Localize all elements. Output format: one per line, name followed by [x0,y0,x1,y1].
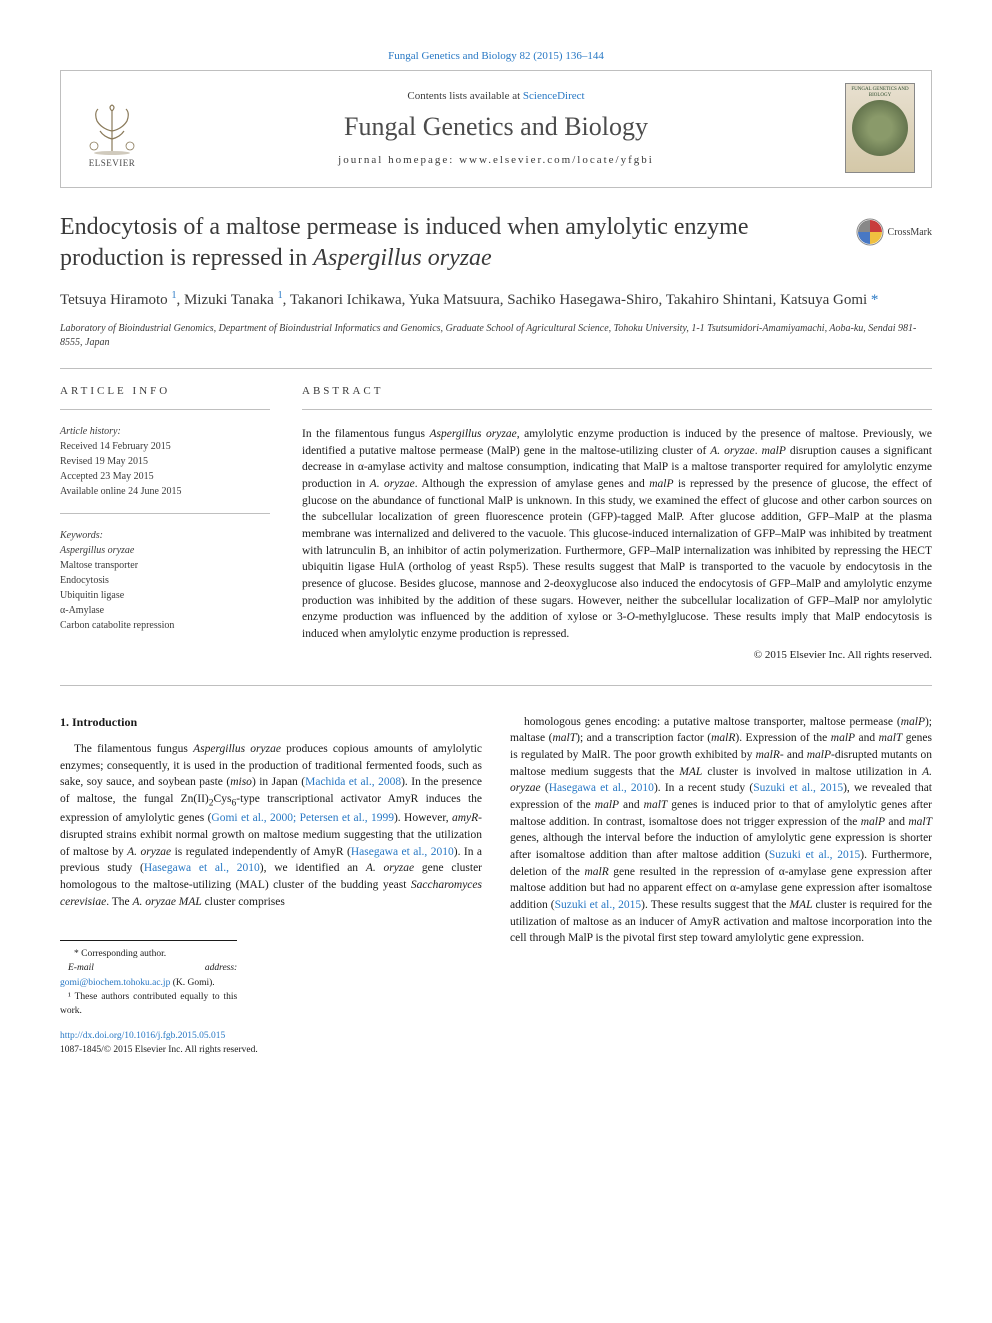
elsevier-logo: ELSEVIER [77,88,147,168]
article-info-label: article info [60,385,270,397]
crossmark-icon [856,218,884,246]
intro-para-2: homologous genes encoding: a putative ma… [510,714,932,947]
journal-cover: FUNGAL GENETICS AND BIOLOGY [845,83,915,173]
keywords-text: Aspergillus oryzaeMaltose transporterEnd… [60,543,270,633]
doi-link[interactable]: http://dx.doi.org/10.1016/j.fgb.2015.05.… [60,1030,482,1044]
intro-heading: 1. Introduction [60,714,482,731]
abstract: abstract In the filamentous fungus Asper… [302,385,932,661]
email-suffix: (K. Gomi). [170,978,214,988]
crossmark-badge[interactable]: CrossMark [856,212,932,246]
affiliation: Laboratory of Bioindustrial Genomics, De… [60,322,932,350]
info-divider-2 [60,513,270,514]
homepage-url[interactable]: www.elsevier.com/locate/yfgbi [459,154,654,166]
equal-contrib-note: ¹ These authors contributed equally to t… [60,990,237,1019]
footer: http://dx.doi.org/10.1016/j.fgb.2015.05.… [60,1030,482,1058]
intro-para-1: The filamentous fungus Aspergillus oryza… [60,741,482,910]
abstract-divider [302,409,932,410]
cover-title: FUNGAL GENETICS AND BIOLOGY [849,87,911,98]
body-col-right: homologous genes encoding: a putative ma… [510,714,932,1058]
keywords-head: Keywords: [60,530,270,541]
authors: Tetsuya Hiramoto 1, Mizuki Tanaka 1, Tak… [60,288,932,312]
body-col-left: 1. Introduction The filamentous fungus A… [60,714,482,1058]
history-text: Received 14 February 2015Revised 19 May … [60,439,270,499]
footnotes: * Corresponding author. E-mail address: … [60,940,237,1018]
sciencedirect-link[interactable]: ScienceDirect [523,90,585,102]
history-head: Article history: [60,426,270,437]
top-citation[interactable]: Fungal Genetics and Biology 82 (2015) 13… [60,50,932,62]
title-species: Aspergillus oryzae [313,245,491,271]
email-link[interactable]: gomi@biochem.tohoku.ac.jp [60,978,170,988]
divider [60,368,932,369]
email-label: E-mail address: [68,963,237,973]
homepage-prefix: journal homepage: [338,154,459,166]
abstract-label: abstract [302,385,932,397]
contents-prefix: Contents lists available at [407,90,522,102]
contents-line: Contents lists available at ScienceDirec… [165,90,827,102]
issn-copyright: 1087-1845/© 2015 Elsevier Inc. All right… [60,1045,258,1055]
section-divider [60,685,932,686]
elsevier-text: ELSEVIER [89,158,136,168]
abstract-text: In the filamentous fungus Aspergillus or… [302,426,932,643]
info-divider [60,409,270,410]
crossmark-label: CrossMark [888,227,932,238]
journal-name: Fungal Genetics and Biology [165,112,827,142]
journal-homepage: journal homepage: www.elsevier.com/locat… [165,154,827,166]
article-title: Endocytosis of a maltose permease is ind… [60,212,836,274]
elsevier-tree-icon [82,101,142,156]
corr-author-note: * Corresponding author. [60,947,237,961]
abstract-copyright: © 2015 Elsevier Inc. All rights reserved… [302,649,932,661]
journal-header: ELSEVIER Contents lists available at Sci… [60,70,932,188]
article-info: article info Article history: Received 1… [60,385,270,661]
cover-image [852,100,908,156]
email-note: E-mail address: gomi@biochem.tohoku.ac.j… [60,961,237,990]
